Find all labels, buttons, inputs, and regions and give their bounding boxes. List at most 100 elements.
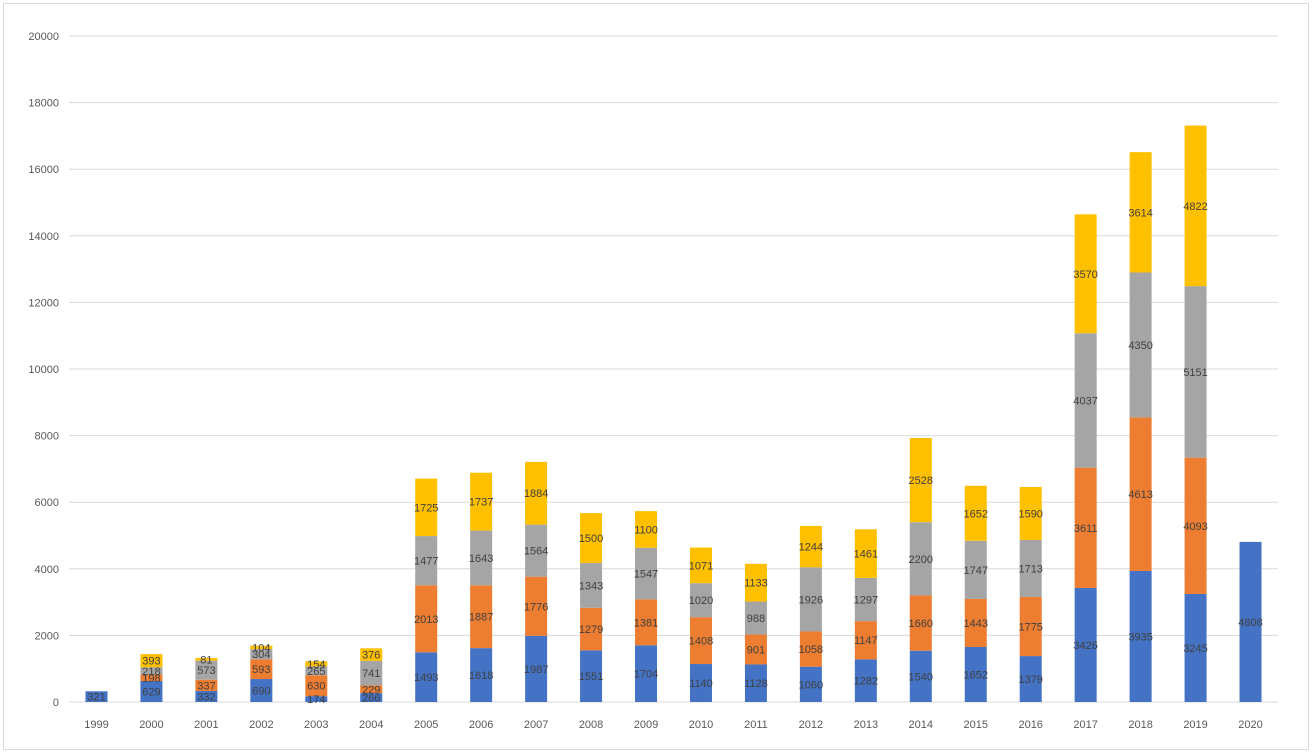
x-tick-label: 2016 [1018,719,1042,731]
bar-segment-2006-s1 [470,648,493,702]
bar-segment-2018-s2 [1129,417,1152,571]
y-tick-label: 20000 [28,31,59,43]
bar-segment-2016-s4 [1019,486,1042,540]
data-label: 1343 [579,580,603,592]
x-tick-label: 2009 [634,719,658,731]
bar-segment-2014-s3 [909,522,932,596]
bar-segment-2016-s2 [1019,596,1042,657]
data-label: 1020 [689,595,713,607]
bar-segment-2005-s3 [415,536,438,586]
data-label: 1297 [854,595,878,607]
data-label: 3614 [1128,207,1152,219]
data-label: 81 [200,654,212,666]
bar-segment-2019-s2 [1184,457,1207,594]
data-label: 1128 [744,678,768,690]
bar-segment-2009-s4 [635,511,658,548]
bar-segment-2000-s1 [140,681,163,702]
data-label: 3611 [1074,523,1098,535]
bar-segment-2011-s3 [744,601,767,635]
data-label: 4350 [1128,340,1152,352]
data-label: 1282 [854,676,878,688]
data-label: 1443 [964,618,988,630]
data-label: 1652 [964,508,988,520]
x-tick-label: 2014 [909,719,933,731]
x-tick-label: 1999 [84,719,108,731]
data-label: 1147 [854,635,878,647]
bar-segment-2003-s1 [305,696,328,702]
gridlines [69,35,1278,703]
data-label: 321 [87,692,105,704]
data-label: 218 [142,666,160,678]
y-tick-label: 4000 [35,564,59,576]
data-label: 2013 [414,614,438,626]
bar-segment-2003-s2 [305,675,328,697]
data-label: 1987 [524,664,548,676]
data-label: 1133 [744,578,768,590]
bar-segment-2008-s2 [580,607,603,651]
data-label: 629 [142,687,160,699]
bar-segment-2015-s1 [964,646,987,702]
bar-segment-2017-s3 [1074,333,1097,468]
bar-segment-2018-s1 [1129,570,1152,702]
bar-segment-2004-s1 [360,693,383,702]
stacked-bar-chart: 0 2000 4000 6000 8000 10000 12000 14000 16000 180… [28,31,1278,731]
data-label: 1775 [1018,622,1042,634]
bar-segment-2007-s3 [525,524,548,577]
data-label: 1477 [414,556,438,568]
data-label: 1381 [634,617,658,629]
x-tick-label: 2012 [799,719,823,731]
bar-segment-2012-s4 [799,525,822,568]
data-label: 1564 [524,546,548,558]
bar-segment-2010-s4 [689,547,712,584]
data-label: 266 [362,693,380,705]
bar-segment-2015-s4 [964,485,987,541]
data-label: 1590 [1018,508,1042,520]
data-label: 1100 [634,524,658,536]
data-label: 304 [252,649,270,661]
data-label: 1704 [634,669,658,681]
bar-segment-2014-s2 [909,595,932,651]
bar-segment-2017-s1 [1074,587,1097,702]
bar-segment-2006-s2 [470,585,493,649]
data-label: 337 [197,680,215,692]
x-tick-label: 2017 [1073,719,1097,731]
data-label: 593 [252,664,270,676]
bar-segment-2013-s2 [854,621,877,660]
bar-segment-2007-s4 [525,461,548,525]
y-tick-label: 0 [53,697,59,709]
data-label: 1747 [964,565,988,577]
data-label: 2200 [909,554,933,566]
data-label: 1493 [414,672,438,684]
data-label: 1279 [579,624,603,636]
bar-segment-2017-s4 [1074,214,1097,334]
bar-segment-2012-s3 [799,567,822,632]
data-label: 1713 [1018,563,1042,575]
bar-segment-2015-s2 [964,598,987,647]
data-label: 1408 [689,636,713,648]
x-tick-label: 2001 [194,719,218,731]
data-label: 1884 [524,488,548,500]
x-tick-label: 2005 [414,719,438,731]
bar-segment-2004-s3 [360,660,383,686]
bar-segment-2006-s4 [470,472,493,531]
data-label: 1071 [689,560,713,572]
x-tick-label: 2003 [304,719,328,731]
y-tick-label: 8000 [35,431,59,443]
bar-segment-2001-s4 [195,657,218,661]
bar-segment-2008-s1 [580,650,603,702]
bar-segment-2019-s4 [1184,125,1207,287]
data-label: 1379 [1018,674,1042,686]
data-label: 630 [307,681,325,693]
data-label: 4822 [1183,201,1207,213]
x-tick-label: 2010 [689,719,713,731]
bar-segment-2006-s3 [470,530,493,586]
bar-segment-2007-s1 [525,635,548,702]
x-axis-tick-labels: 1999 2000 2001 2002 2003 2004 2005 2006 2007 2008… [84,719,1263,731]
data-label: 1461 [854,549,878,561]
bar-segment-2011-s2 [744,634,767,665]
data-label: 229 [362,684,380,696]
bar-segment-2009-s2 [635,599,658,646]
y-tick-label: 12000 [28,297,59,309]
data-label: 901 [747,644,765,656]
data-label: 104 [252,642,270,654]
